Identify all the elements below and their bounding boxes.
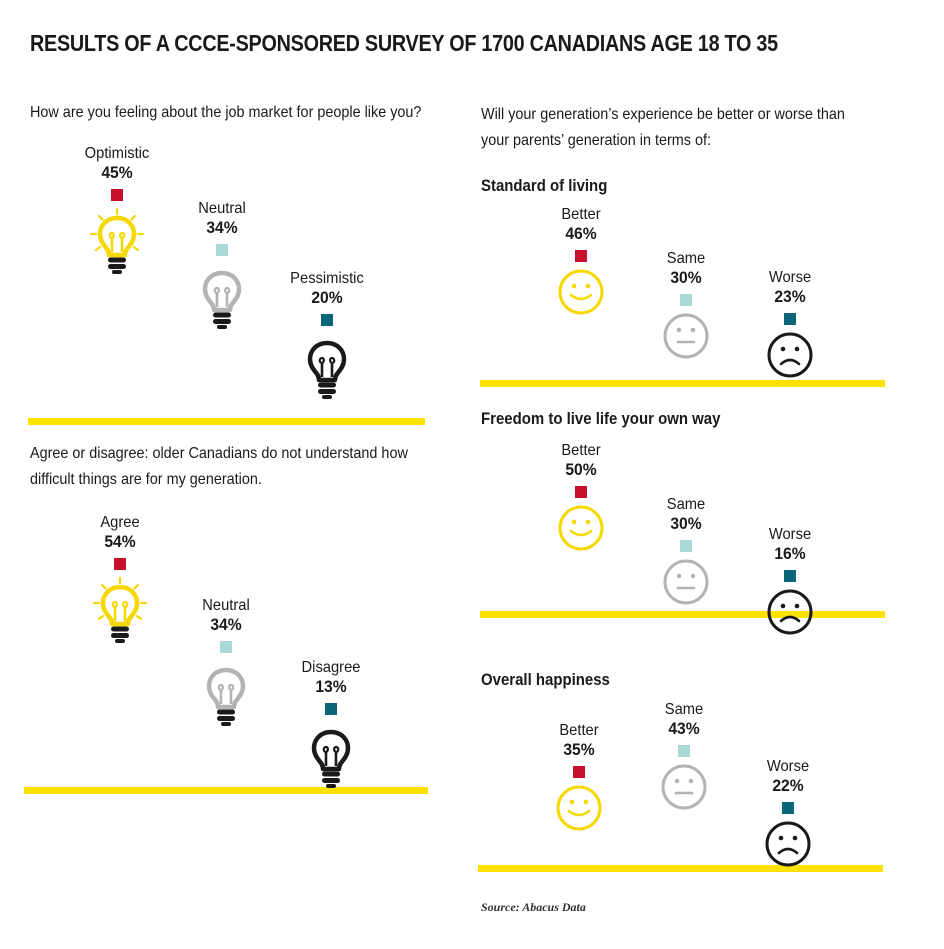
pictogram-item: Pessimistic 20% <box>272 270 382 402</box>
legend-square <box>325 703 337 715</box>
category-label: Worse <box>768 526 812 543</box>
divider-rule <box>480 380 885 387</box>
legend-square <box>216 244 228 256</box>
legend-square <box>575 486 587 498</box>
lightbulb-icon <box>171 659 281 729</box>
category-label: Disagree <box>301 659 361 676</box>
value-label: 34% <box>206 218 238 237</box>
category-label: Worse <box>766 758 810 775</box>
value-label: 20% <box>311 288 343 307</box>
pictogram-item: Neutral 34% <box>167 200 277 332</box>
pictogram-item: Same 43% <box>629 701 739 811</box>
category-label: Same <box>666 496 706 513</box>
question-older-canadians: Agree or disagree: older Canadians do no… <box>30 445 408 488</box>
neutral-face-icon <box>629 763 739 811</box>
divider-rule <box>24 787 428 794</box>
lightbulb-icon <box>276 721 386 791</box>
happy-face-icon <box>526 504 636 552</box>
value-label: 23% <box>774 287 806 306</box>
sad-face-icon <box>735 588 845 636</box>
value-label: 46% <box>565 224 597 243</box>
pictogram-item: Neutral 34% <box>171 597 281 729</box>
pictogram-item: Worse 16% <box>735 526 845 636</box>
value-label: 43% <box>668 719 700 738</box>
legend-square <box>220 641 232 653</box>
page-title: RESULTS OF A CCCE-SPONSORED SURVEY OF 17… <box>30 30 778 56</box>
divider-rule <box>480 611 885 618</box>
legend-square <box>114 558 126 570</box>
category-label: Optimistic <box>84 145 150 162</box>
category-label: Worse <box>768 269 812 286</box>
value-label: 35% <box>563 740 595 759</box>
category-label: Better <box>561 206 601 223</box>
legend-square <box>111 189 123 201</box>
happy-face-icon <box>526 268 636 316</box>
value-label: 34% <box>210 615 242 634</box>
sad-face-icon <box>735 331 845 379</box>
legend-square <box>784 570 796 582</box>
value-label: 16% <box>774 544 806 563</box>
value-label: 13% <box>315 677 347 696</box>
category-label: Neutral <box>198 200 246 217</box>
legend-square <box>678 745 690 757</box>
pictogram-item: Worse 23% <box>735 269 845 379</box>
category-label: Better <box>559 722 599 739</box>
category-label: Better <box>561 442 601 459</box>
legend-square <box>680 540 692 552</box>
value-label: 22% <box>772 776 804 795</box>
value-label: 45% <box>101 163 133 182</box>
pictogram-item: Agree 54% <box>65 514 175 646</box>
category-label: Same <box>666 250 706 267</box>
value-label: 30% <box>670 514 702 533</box>
sad-face-icon <box>733 820 843 868</box>
pictogram-item: Better 46% <box>526 206 636 316</box>
category-label: Same <box>664 701 704 718</box>
legend-square <box>321 314 333 326</box>
source-note: Source: Abacus Data <box>481 900 586 914</box>
pictogram-item: Same 30% <box>631 250 741 360</box>
neutral-face-icon <box>631 558 741 606</box>
value-label: 54% <box>104 532 136 551</box>
category-label: Neutral <box>202 597 250 614</box>
pictogram-item: Disagree 13% <box>276 659 386 791</box>
subtitle-freedom: Freedom to live life your own way <box>481 409 721 428</box>
neutral-face-icon <box>631 312 741 360</box>
pictogram-item: Better 50% <box>526 442 636 552</box>
legend-square <box>782 802 794 814</box>
pictogram-item: Worse 22% <box>733 758 843 868</box>
lightbulb-icon <box>272 332 382 402</box>
value-label: 50% <box>565 460 597 479</box>
subtitle-overall-happiness: Overall happiness <box>481 670 610 689</box>
category-label: Pessimistic <box>290 270 364 287</box>
pictogram-item: Optimistic 45% <box>62 145 172 277</box>
question-job-market: How are you feeling about the job market… <box>30 104 422 121</box>
lightbulb-icon <box>167 262 277 332</box>
lightbulb-icon <box>65 576 175 646</box>
divider-rule <box>478 865 883 872</box>
value-label: 30% <box>670 268 702 287</box>
happy-face-icon <box>524 784 634 832</box>
lightbulb-icon <box>62 207 172 277</box>
legend-square <box>575 250 587 262</box>
question-generation: Will your generation’s experience be bet… <box>481 106 845 149</box>
legend-square <box>573 766 585 778</box>
legend-square <box>680 294 692 306</box>
pictogram-item: Better 35% <box>524 722 634 832</box>
subtitle-standard-of-living: Standard of living <box>481 176 608 195</box>
legend-square <box>784 313 796 325</box>
category-label: Agree <box>100 514 140 531</box>
divider-rule <box>28 418 425 425</box>
pictogram-item: Same 30% <box>631 496 741 606</box>
